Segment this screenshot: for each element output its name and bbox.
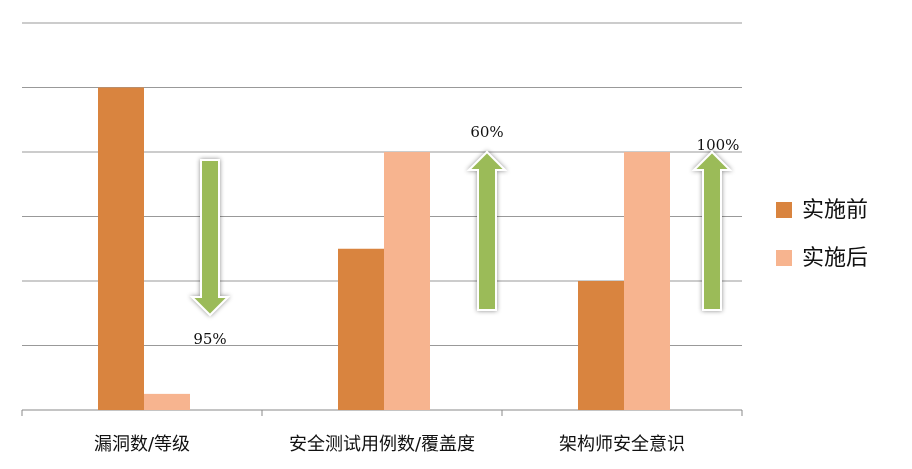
change-arrow (189, 159, 231, 317)
legend-label: 实施前 (802, 198, 868, 223)
bar (144, 393, 190, 410)
legend-swatch (776, 202, 792, 218)
change-arrow (691, 150, 733, 311)
x-tick-label: 安全测试用例数/覆盖度 (289, 434, 475, 455)
bar (578, 281, 624, 410)
bar (338, 248, 384, 410)
bar (384, 152, 430, 410)
x-tick-label: 架构师安全意识 (559, 434, 685, 455)
bar (624, 152, 670, 410)
x-tick-label: 漏洞数/等级 (94, 434, 190, 455)
annotation: 100% (697, 136, 740, 154)
bar (98, 87, 144, 410)
change-arrow (466, 150, 508, 311)
legend-label: 实施后 (802, 246, 868, 271)
annotation: 60% (470, 123, 503, 141)
annotation: 95% (193, 330, 226, 348)
legend-swatch (776, 250, 792, 266)
